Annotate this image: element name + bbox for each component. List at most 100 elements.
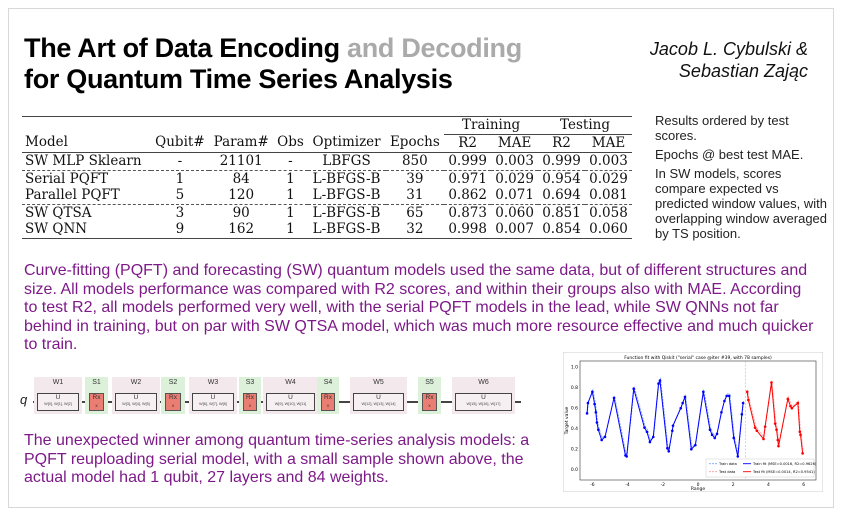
table-cell: L-BFGS-B: [307, 203, 386, 221]
gate-label: Rx: [324, 394, 332, 401]
train-fit-point: [713, 436, 717, 440]
gate-label: Rx: [92, 394, 101, 401]
weights-block: W5 U W[12], W[13], W[14]: [350, 377, 407, 414]
rx-gate: Rx x: [89, 393, 104, 411]
gate-label: Rx: [425, 394, 434, 401]
title-line2: for Quantum Time Series Analysis: [24, 64, 453, 94]
table-cell: SW QTSA: [22, 203, 151, 221]
gate-param: x: [95, 403, 98, 408]
block-label: W6: [478, 379, 489, 386]
encoding-block: S1 Rx x: [85, 377, 108, 414]
test-fit-point: [786, 397, 790, 401]
train-fit-point: [679, 406, 683, 410]
train-fit-point: [708, 428, 712, 432]
test-fit-point: [755, 429, 759, 433]
train-fit-point: [727, 394, 731, 398]
gate-param: x: [171, 403, 175, 408]
block-label: S4: [323, 379, 333, 386]
train-fit-point: [670, 429, 674, 433]
gate-weights: W[12], W[13], W[14]: [361, 402, 396, 406]
gate-label: U: [376, 394, 381, 401]
encoding-block: S5 Rx x: [418, 377, 441, 414]
slide-title: The Art of Data Encoding and Decoding fo…: [24, 33, 522, 95]
table-row: SW MLP Sklearn - 21101 - LBFGS 850 0.999 0.003 0…: [22, 153, 632, 171]
table-cell: L-BFGS-B: [312, 187, 381, 203]
summary-paragraph: Curve-fitting (PQFT) and forecasting (SW…: [24, 262, 814, 353]
weights-block: W2 U W[3], W[4], W[5]: [112, 377, 160, 414]
table-cell: -: [288, 153, 293, 169]
gate-label: U: [133, 394, 139, 401]
column-header: Epochs: [385, 134, 445, 153]
block-label: W3: [207, 379, 219, 386]
y-tick-label: 0.2: [571, 447, 578, 453]
u-gate: U W[6], W[7], W[8]: [192, 393, 234, 411]
table-cell: 5: [175, 187, 185, 203]
x-tick-label: 2: [732, 482, 735, 488]
training-header: Training: [444, 116, 539, 135]
testing-header: Testing: [538, 116, 632, 135]
table-cell: 0.854: [538, 221, 585, 239]
table-cell: L-BFGS-B: [307, 169, 386, 187]
table-cell: 0.971: [444, 169, 492, 187]
train-fit-point: [651, 435, 655, 439]
chart-svg: Function fit with Qiskit ("serial" case …: [562, 351, 824, 493]
block-label: S2: [168, 379, 178, 386]
table-row: SW QNN 9 162 1 L-BFGS-B 32 0.998 0.007 0.854 0.06…: [22, 221, 632, 239]
train-fit-point: [667, 449, 671, 453]
rx-gate: Rx x: [321, 393, 335, 411]
train-fit-point: [681, 401, 684, 405]
table-cell: 0.003: [495, 153, 534, 169]
results-table: Training Testing Model Qubit# Param# Obs…: [22, 116, 632, 239]
block-label: W1: [52, 379, 64, 386]
u-gate: U W[0], W[1], W[2]: [37, 393, 79, 411]
test-data-line: [747, 380, 804, 452]
notes: Results ordered by test scores. Epochs @…: [655, 113, 830, 245]
table-row: SW QTSA 3 90 1 L-BFGS-B 65 0.873 0.060 0.851 0.05…: [22, 203, 632, 221]
column-header: R2: [538, 134, 585, 153]
train-fit-point: [645, 430, 649, 434]
train-fit-point: [586, 401, 590, 405]
table-cell: L-BFGS-B: [307, 221, 386, 239]
train-fit-point: [732, 436, 736, 440]
table-cell: 0.694: [542, 187, 581, 203]
train-fit-point: [710, 433, 714, 437]
table-cell: 1: [286, 187, 295, 203]
train-fit-point: [597, 428, 600, 432]
table-cell: 0.999: [448, 153, 487, 169]
gate-param: x: [326, 403, 330, 408]
table-cell: 39: [385, 169, 445, 187]
rx-gate: Rx x: [243, 393, 257, 411]
test-fit-point: [790, 406, 794, 410]
train-fit-point: [625, 455, 628, 458]
u-gate: U W[9], W[10], W[11]: [266, 393, 315, 411]
test-fit-point: [789, 404, 792, 408]
table-cell: 0.999: [542, 153, 581, 169]
train-fit-point: [612, 396, 616, 400]
gate-param: x: [428, 403, 431, 408]
train-fit-point: [593, 402, 596, 406]
test-fit-point: [762, 437, 765, 441]
table-cell: 84: [209, 169, 274, 187]
test-fit-point: [796, 401, 800, 405]
table-cell: 3: [150, 203, 210, 221]
table-cell: Serial PQFT: [22, 169, 151, 187]
train-fit-point: [736, 455, 740, 458]
table-cell: Parallel PQFT: [25, 187, 120, 203]
gate-label: U: [55, 394, 61, 401]
gate-label: U: [481, 394, 486, 401]
x-tick-label: -4: [625, 482, 630, 488]
column-header: Qubit#: [150, 134, 210, 153]
train-fit-point: [643, 426, 646, 429]
rx-gate: Rx x: [165, 393, 181, 411]
test-fit-point: [801, 452, 804, 455]
table-cell: 1: [273, 221, 308, 239]
table-cell: 0.998: [444, 221, 492, 239]
u-gate: U W[12], W[13], W[14]: [353, 393, 404, 411]
x-tick-label: 0: [697, 482, 700, 488]
train-fit-point: [632, 387, 636, 390]
train-fit-point: [648, 440, 652, 444]
train-fit-point: [694, 443, 697, 447]
table-cell: LBFGS: [322, 153, 371, 169]
table-cell: 32: [385, 221, 445, 239]
qubit-label: q: [20, 392, 28, 407]
